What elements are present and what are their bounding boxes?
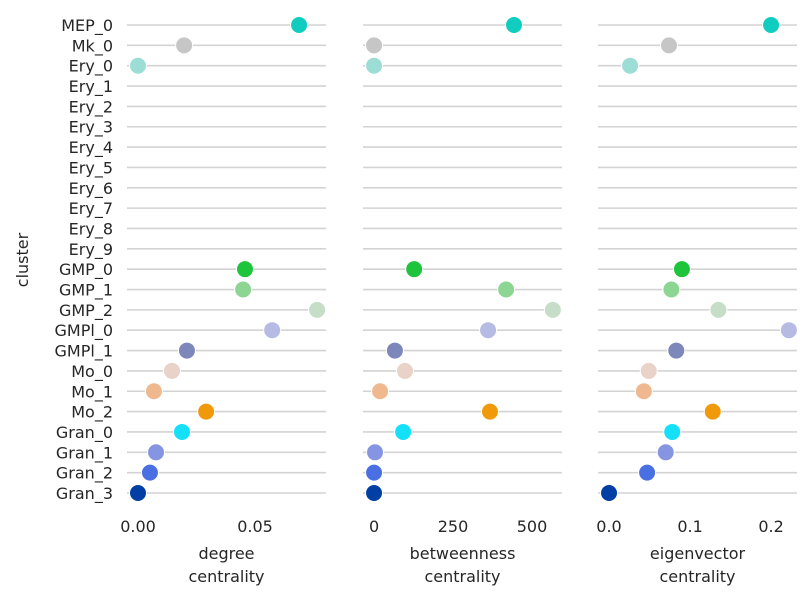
point-MEP_0: [504, 16, 523, 34]
point-MEP_0: [290, 16, 309, 34]
point-Gran_2: [365, 463, 384, 482]
point-GMPl_0: [479, 321, 498, 340]
y-tick-label: Ery_1: [69, 77, 113, 97]
point-Gran_2: [638, 463, 657, 482]
point-MEP_0: [762, 16, 781, 34]
point-Gran_3: [600, 484, 619, 502]
x-axis-label: centrality: [188, 567, 264, 586]
point-Mo_0: [162, 361, 181, 380]
y-tick-label: Gran_1: [56, 443, 113, 463]
y-tick-label: Gran_0: [56, 423, 113, 443]
point-Mo_1: [371, 382, 390, 401]
point-Gran_1: [656, 443, 675, 462]
y-tick-label: Gran_2: [56, 464, 113, 484]
point-GMP_1: [497, 280, 516, 299]
y-tick-label: Mo_2: [71, 403, 113, 423]
y-tick-label: Mo_0: [71, 362, 113, 382]
y-tick-label: Ery_6: [69, 179, 113, 199]
point-Mk_0: [175, 36, 194, 55]
y-tick-label: Ery_0: [69, 57, 113, 77]
y-tick-label: GMP_2: [59, 301, 113, 321]
point-GMP_0: [235, 260, 254, 279]
point-GMP_2: [543, 300, 562, 319]
point-Mk_0: [365, 36, 384, 55]
point-GMPl_1: [385, 341, 404, 360]
x-axis-label: eigenvector: [650, 544, 746, 563]
x-axis-label: centrality: [424, 567, 500, 586]
point-Gran_0: [173, 422, 192, 441]
point-GMP_2: [308, 300, 327, 319]
x-axis-label: betweenness: [410, 544, 516, 563]
point-Mo_2: [197, 402, 216, 421]
y-tick-label: Ery_5: [69, 158, 113, 178]
point-Gran_1: [366, 443, 385, 462]
point-Mo_1: [634, 382, 653, 401]
point-Ery_0: [129, 56, 148, 75]
y-tick-label: Ery_8: [69, 219, 113, 239]
x-tick-label: 0.05: [237, 517, 273, 536]
point-Gran_0: [394, 422, 413, 441]
y-tick-label: Ery_4: [69, 138, 113, 158]
y-tick-label: Mk_0: [72, 36, 113, 56]
y-tick-label: GMP_1: [59, 281, 113, 301]
point-GMPl_1: [177, 341, 196, 360]
point-Mo_2: [703, 402, 722, 421]
point-GMP_1: [234, 280, 253, 299]
y-tick-label: Ery_3: [69, 118, 113, 138]
panel-3: 0.0 0.1 0.2 eigenvector centrality: [596, 16, 798, 586]
y-tick-label: GMP_0: [59, 260, 113, 280]
x-tick-label: 0.0: [596, 517, 621, 536]
x-axis-label: degree: [198, 544, 254, 563]
x-tick-label: 0.1: [677, 517, 702, 536]
x-tick-label: 0: [369, 517, 379, 536]
point-Gran_1: [147, 443, 166, 462]
point-Mo_0: [396, 361, 415, 380]
panel-1: 0.00 0.05 degree centrality: [120, 16, 327, 586]
point-Mo_2: [480, 402, 499, 421]
point-Gran_3: [129, 484, 148, 502]
x-tick-label: 500: [517, 517, 548, 536]
point-Gran_2: [140, 463, 159, 482]
point-GMP_0: [405, 260, 424, 279]
y-tick-label: Ery_2: [69, 97, 113, 117]
x-tick-label: 0.00: [120, 517, 156, 536]
y-tick-label: Ery_7: [69, 199, 113, 219]
point-Gran_0: [663, 422, 682, 441]
y-tick-label: MEP_0: [61, 16, 113, 36]
point-Ery_0: [621, 56, 640, 75]
point-GMP_2: [709, 300, 728, 319]
point-Mo_1: [144, 382, 163, 401]
y-tick-label: Ery_9: [69, 240, 113, 260]
y-tick-label: Mo_1: [71, 382, 113, 402]
point-GMP_0: [672, 260, 691, 279]
point-Mo_0: [639, 361, 658, 380]
point-GMPl_0: [779, 321, 798, 340]
x-tick-label: 250: [438, 517, 469, 536]
point-GMPl_0: [263, 321, 282, 340]
y-tick-label: Gran_3: [56, 484, 113, 504]
y-axis-label: cluster: [13, 232, 32, 287]
point-Ery_0: [365, 56, 384, 75]
x-tick-label: 0.2: [758, 517, 783, 536]
point-GMPl_1: [667, 341, 686, 360]
point-Mk_0: [659, 36, 678, 55]
x-axis-label: centrality: [659, 567, 735, 586]
point-GMP_1: [662, 280, 681, 299]
y-tick-label: GMPl_1: [55, 342, 113, 362]
y-tick-label: GMPl_0: [55, 321, 113, 341]
point-Gran_3: [365, 484, 384, 502]
